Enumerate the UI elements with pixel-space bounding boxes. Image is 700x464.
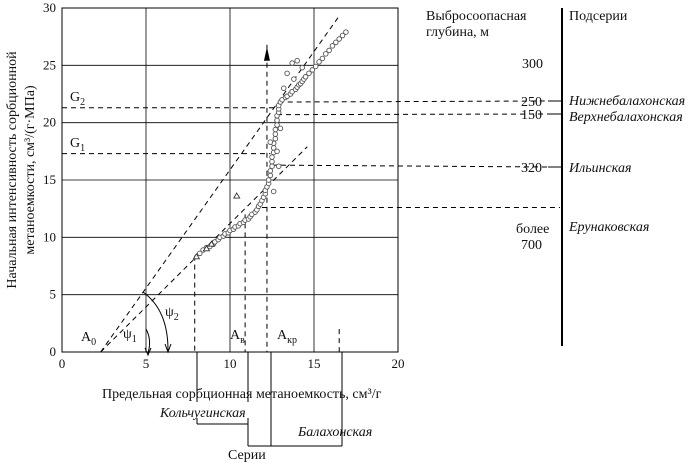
data-point — [197, 250, 203, 257]
data-point — [272, 126, 279, 133]
tick-labels: 0 5 10 15 20 0 5 10 15 20 25 30 — [43, 0, 405, 371]
data-point — [291, 76, 297, 82]
series-label: Серии — [228, 448, 266, 463]
right-panel: Выбросоопасная глубина, м Подсерии 300 2… — [426, 8, 685, 346]
data-point — [299, 64, 305, 71]
depth-150: 150 — [521, 108, 542, 123]
y-axis-label-line2: метаноемкости, см³/(г·МПа) — [23, 85, 38, 255]
x-axis-label: Предельная сорбционная метаноемкость, см… — [102, 387, 382, 402]
depth-header-line1: Выбросоопасная — [426, 9, 527, 24]
data-point — [329, 43, 336, 49]
akr-label: Aкр — [277, 328, 297, 346]
data-points — [192, 29, 349, 260]
y-tick-label: 0 — [50, 344, 57, 359]
connector-150 — [277, 113, 549, 116]
subseries-erunakovskaya: Ерунаковская — [568, 220, 649, 235]
grid — [61, 7, 399, 353]
depth-250: 250 — [521, 95, 542, 110]
psi1-arc — [145, 328, 151, 354]
data-point — [289, 60, 295, 66]
y-axis-label-group: Начальная интенсивность сорбционной мета… — [5, 51, 38, 289]
data-point — [316, 59, 322, 65]
g1-label: G1 — [70, 136, 85, 154]
y-tick-label: 5 — [50, 287, 57, 302]
x-tick-label: 10 — [224, 356, 237, 371]
data-point — [267, 172, 274, 179]
depth-700: 700 — [521, 238, 542, 253]
y-tick-label: 20 — [43, 115, 56, 130]
subseries-verkhnebalakhon: Верхнебалахонская — [569, 110, 683, 125]
data-point — [267, 139, 274, 145]
series-balakhon: Балахонская — [297, 425, 372, 440]
subseries-header: Подсерии — [569, 9, 628, 24]
tangent-upper — [100, 15, 340, 353]
data-point — [343, 29, 349, 35]
data-point — [284, 70, 290, 77]
subseries-nizhnebalakhon: Нижнебалахонская — [568, 94, 685, 109]
data-point — [269, 158, 275, 165]
psi1-arrow — [144, 347, 152, 357]
data-point — [302, 74, 309, 80]
x-tick-label: 15 — [308, 356, 321, 371]
y-axis-label-line1: Начальная интенсивность сорбционной — [5, 51, 20, 289]
depth-header-line2: глубина, м — [426, 25, 489, 40]
depth-more: более — [516, 222, 549, 237]
data-point — [312, 63, 319, 70]
g2-label: G2 — [70, 90, 85, 108]
data-triangle — [192, 252, 201, 260]
y-tick-label: 30 — [43, 0, 56, 15]
x-tick-label: 0 — [59, 356, 66, 371]
depth-320: 320 — [521, 161, 542, 176]
data-triangle — [232, 192, 241, 199]
psi2-arrow — [164, 343, 172, 354]
series-kolchug: Кольчугинская — [159, 406, 246, 421]
data-point — [269, 154, 275, 160]
data-point — [275, 163, 282, 169]
data-point — [339, 32, 346, 39]
data-point — [306, 70, 312, 77]
reference-lines — [62, 15, 560, 353]
connector-320 — [271, 164, 549, 168]
data-point — [274, 148, 280, 155]
akr-arrow — [263, 46, 270, 61]
av-label: Aв — [230, 328, 245, 346]
data-point — [274, 117, 280, 124]
data-point — [319, 55, 326, 62]
y-tick-label: 10 — [43, 229, 56, 244]
depth-300: 300 — [522, 57, 543, 72]
data-point — [281, 85, 287, 92]
data-point — [309, 67, 316, 73]
data-point — [333, 39, 339, 46]
y-tick-label: 25 — [43, 57, 56, 72]
y-tick-label: 15 — [43, 172, 56, 187]
data-point — [272, 135, 279, 142]
data-triangle — [202, 244, 211, 252]
data-point — [265, 177, 272, 183]
data-point — [323, 51, 329, 57]
data-point — [267, 168, 274, 174]
x-tick-label: 20 — [392, 356, 405, 371]
data-point — [272, 131, 279, 137]
psi2-arc — [142, 291, 169, 351]
data-point — [270, 188, 277, 195]
psi2-label: ψ2 — [165, 305, 179, 323]
a0-label: A0 — [81, 330, 96, 348]
x-tick-label: 5 — [143, 356, 150, 371]
data-point — [269, 163, 275, 169]
data-point — [277, 125, 284, 132]
data-point — [336, 36, 342, 42]
subseries-ilinskaya: Ильинская — [568, 161, 631, 176]
data-point — [294, 57, 300, 64]
bottom-series: Кольчугинская Балахонская Серии — [159, 352, 372, 463]
psi1-label: ψ1 — [123, 327, 137, 345]
data-point — [326, 47, 332, 54]
connector-250 — [278, 100, 549, 103]
data-triangle — [207, 240, 216, 247]
